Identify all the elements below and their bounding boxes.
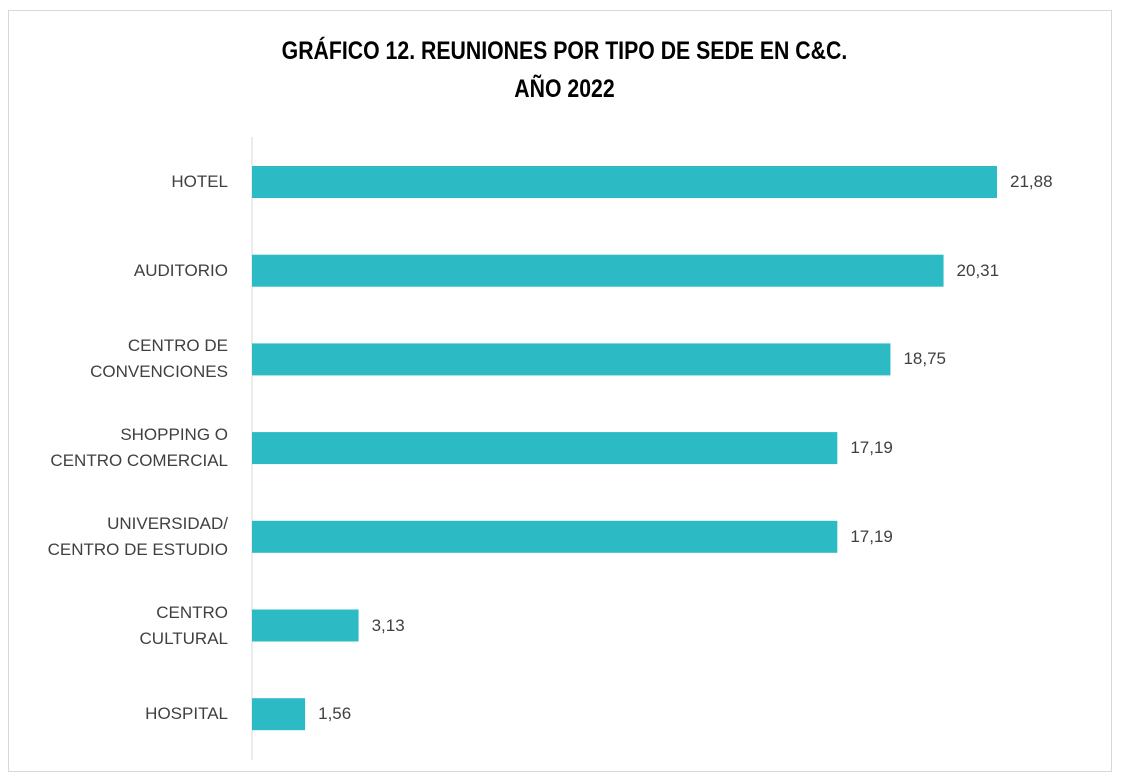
data-label: 17,19 xyxy=(850,526,893,546)
category-label: SHOPPING O CENTRO COMERCIAL xyxy=(50,425,228,471)
data-label: 18,75 xyxy=(903,349,946,369)
bar xyxy=(252,698,306,731)
category-label: HOSPITAL xyxy=(145,704,228,724)
category-label: AUDITORIO xyxy=(133,260,228,280)
data-label: 1,56 xyxy=(318,704,352,724)
chart-title: GRÁFICO 12. REUNIONES POR TIPO DE SEDE E… xyxy=(281,37,848,103)
category-label: UNIVERSIDAD/ CENTRO DE ESTUDIO xyxy=(47,513,228,559)
data-label: 21,88 xyxy=(1010,172,1053,191)
data-label: 3,13 xyxy=(371,615,405,635)
category-label: CENTRO CULTURAL xyxy=(139,602,228,648)
bar xyxy=(252,520,838,553)
bar xyxy=(252,254,944,287)
chart-frame xyxy=(8,10,1112,772)
bar xyxy=(252,343,891,376)
data-label: 17,19 xyxy=(850,438,893,458)
bar xyxy=(252,609,359,642)
category-label: CENTRO DE CONVENCIONES xyxy=(90,336,228,382)
bar xyxy=(252,432,838,465)
data-label: 20,31 xyxy=(956,260,1000,280)
category-label: HOTEL xyxy=(171,172,228,191)
bar xyxy=(252,166,998,198)
